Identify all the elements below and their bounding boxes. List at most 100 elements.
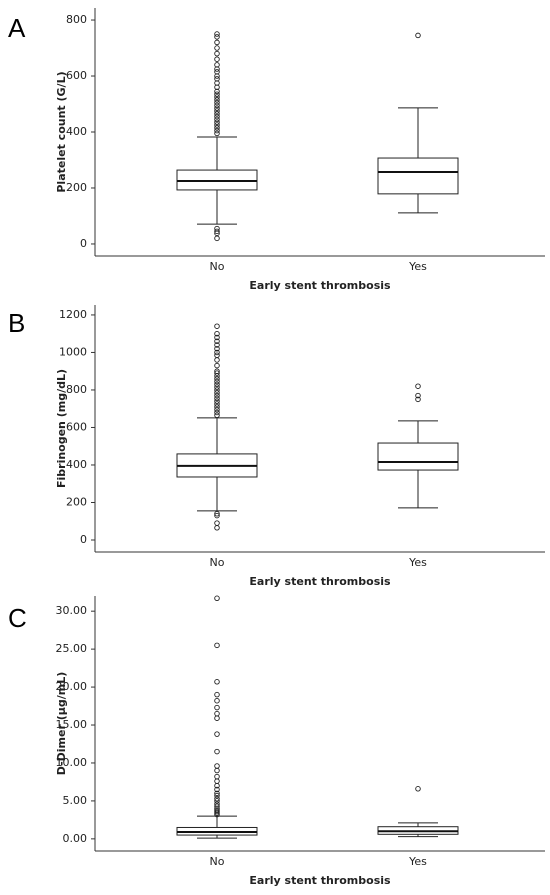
outlier	[214, 56, 220, 62]
outlier	[214, 108, 220, 114]
outlier	[214, 512, 220, 519]
outlier	[214, 406, 220, 413]
outlier	[214, 102, 220, 109]
y-tick-label: 20.00	[56, 680, 88, 693]
outlier	[214, 510, 220, 517]
y-axis-label: Fibrinogen (mg/dL)	[55, 369, 68, 488]
y-axis-label: D-Dimer (μg/mL)	[55, 672, 68, 776]
outlier	[214, 786, 220, 793]
outlier	[214, 409, 220, 416]
outlier	[214, 94, 220, 100]
outlier	[214, 691, 220, 698]
box	[377, 157, 459, 195]
outlier	[214, 767, 220, 774]
outlier	[214, 520, 220, 526]
y-tick-label: 600	[66, 420, 87, 433]
outlier	[415, 392, 421, 399]
outlier	[214, 390, 220, 396]
outlier	[214, 792, 220, 799]
outlier	[214, 113, 220, 120]
outlier	[214, 395, 220, 402]
x-axis-label: Early stent thrombosis	[249, 279, 391, 292]
outlier	[214, 778, 220, 784]
outlier	[415, 32, 421, 39]
y-tick-label: 0.00	[63, 832, 88, 845]
outlier	[214, 763, 220, 769]
outlier	[214, 76, 220, 82]
x-tick-label: Yes	[408, 260, 427, 273]
outlier	[214, 731, 220, 737]
outlier	[214, 808, 220, 815]
outlier	[214, 795, 220, 802]
outlier	[214, 704, 220, 711]
outlier	[415, 396, 421, 403]
outlier	[214, 39, 220, 46]
outlier	[214, 34, 220, 40]
outlier	[214, 362, 220, 369]
y-tick-label: 1200	[59, 308, 87, 321]
outlier	[214, 345, 220, 352]
outlier	[214, 595, 220, 602]
outlier	[214, 378, 220, 385]
outlier	[214, 790, 220, 797]
outlier	[214, 127, 220, 134]
outlier	[415, 786, 421, 792]
panel-label: A	[8, 13, 26, 43]
outlier	[214, 31, 220, 37]
outlier	[214, 62, 220, 68]
y-tick-label: 400	[66, 125, 87, 138]
outlier	[214, 338, 220, 344]
outlier	[214, 401, 220, 407]
outlier	[214, 387, 220, 393]
outlier	[214, 801, 220, 807]
y-tick-label: 600	[66, 69, 87, 82]
outlier	[214, 404, 220, 410]
outlier	[214, 122, 220, 128]
outlier	[214, 228, 220, 235]
outlier	[214, 748, 220, 755]
y-tick-label: 400	[66, 458, 87, 471]
panel-label: B	[8, 308, 25, 338]
outlier	[214, 525, 220, 531]
outlier	[214, 97, 220, 103]
outlier	[214, 50, 220, 57]
outlier	[214, 349, 220, 356]
outlier	[214, 125, 220, 131]
outlier	[214, 715, 220, 721]
outlier	[214, 697, 220, 704]
x-tick-label: No	[210, 855, 225, 868]
outlier	[214, 105, 220, 111]
x-tick-label: Yes	[408, 556, 427, 569]
outlier	[214, 99, 220, 106]
outlier	[214, 381, 220, 388]
outlier	[214, 803, 220, 809]
x-axis-label: Early stent thrombosis	[249, 575, 391, 588]
outlier	[214, 398, 220, 404]
outlier	[214, 119, 220, 125]
outlier	[214, 392, 220, 399]
outlier	[214, 69, 220, 75]
y-tick-label: 30.00	[56, 604, 88, 617]
x-axis-label: Early stent thrombosis	[249, 874, 391, 887]
y-tick-label: 200	[66, 495, 87, 508]
y-tick-label: 0	[80, 533, 87, 546]
outlier	[214, 357, 220, 363]
outlier	[214, 45, 220, 51]
y-axis-label: Platelet count (G/L)	[55, 71, 68, 192]
y-tick-label: 25.00	[56, 642, 88, 655]
outlier	[214, 116, 220, 123]
y-tick-label: 10.00	[56, 756, 88, 769]
y-tick-label: 0	[80, 237, 87, 250]
x-tick-label: No	[210, 556, 225, 569]
panel-label: C	[8, 603, 27, 633]
outlier	[214, 111, 220, 117]
outlier	[214, 368, 220, 374]
outlier	[214, 412, 220, 419]
outlier	[214, 130, 220, 137]
outlier	[214, 330, 220, 337]
outlier	[214, 679, 220, 685]
outlier	[214, 642, 220, 649]
outlier	[214, 342, 220, 348]
